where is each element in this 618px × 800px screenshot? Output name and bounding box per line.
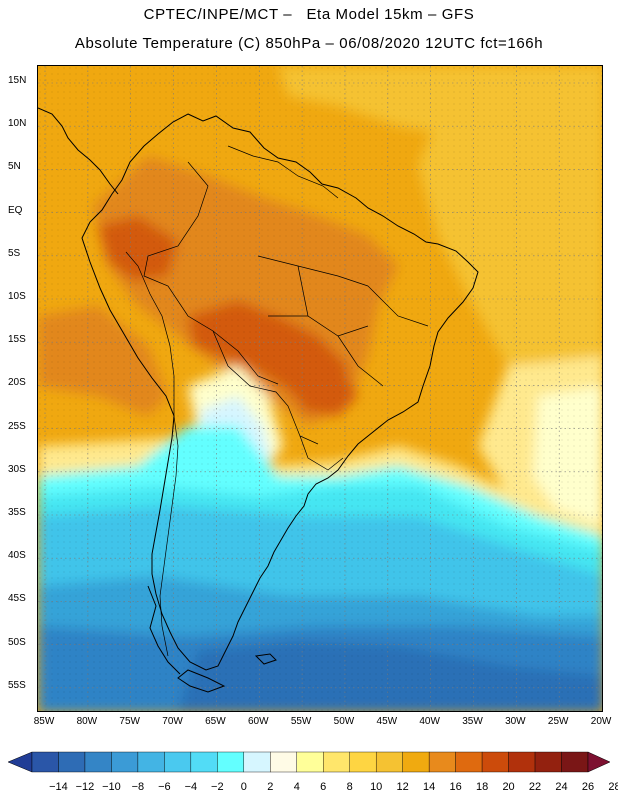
colorbar-label: 12 bbox=[396, 781, 409, 793]
lat-label-5n: 5N bbox=[8, 161, 21, 173]
colorbar-label: 4 bbox=[293, 781, 300, 793]
colorbar-cell bbox=[375, 751, 403, 773]
lat-label-10s: 10S bbox=[8, 291, 26, 302]
lon-label-70w: 70W bbox=[162, 716, 183, 727]
lon-label-40w: 40W bbox=[419, 716, 440, 727]
chart-title-line1: CPTEC/INPE/MCT – Eta Model 15km – GFS bbox=[143, 6, 475, 23]
lat-label-15n: 15N bbox=[8, 75, 27, 86]
border-bolivia-paraguay bbox=[212, 330, 279, 385]
lon-label-35w: 35W bbox=[462, 716, 483, 727]
chart-title-line2: Absolute Temperature (C) 850hPa – 06/08/… bbox=[74, 35, 544, 52]
falkland-islands bbox=[254, 653, 277, 665]
lon-label-55w: 55W bbox=[290, 716, 312, 727]
colorbar-cell bbox=[111, 751, 139, 773]
colorbar-label: −2 bbox=[211, 781, 224, 793]
lat-label-5s: 5S bbox=[8, 247, 21, 259]
lon-label-20w: 20W bbox=[590, 716, 612, 727]
lon-label-30w: 30W bbox=[505, 716, 526, 727]
colorbar-cell bbox=[455, 751, 483, 773]
colorbar-label: 8 bbox=[346, 781, 353, 793]
lat-label-45s: 45S bbox=[8, 593, 26, 605]
colorbar-cell bbox=[164, 751, 192, 773]
colorbar-cell bbox=[323, 751, 350, 773]
colorbar-label: 14 bbox=[423, 781, 436, 793]
border-argentina-chile bbox=[159, 415, 179, 657]
south-america-outline bbox=[81, 113, 479, 671]
border-brazil-north bbox=[227, 145, 339, 199]
colorbar-label: −6 bbox=[158, 781, 171, 793]
colorbar-cell bbox=[84, 751, 112, 773]
border-brazil-west bbox=[143, 161, 319, 445]
coastlines bbox=[38, 107, 479, 693]
colorbar-label: −14 bbox=[49, 781, 68, 793]
lat-label-50s: 50S bbox=[8, 636, 26, 648]
colorbar-cell bbox=[270, 751, 297, 773]
lon-label-65w: 65W bbox=[205, 716, 226, 727]
lon-label-60w: 60W bbox=[247, 716, 269, 727]
lon-label-25w: 25W bbox=[547, 716, 569, 727]
colorbar-cell bbox=[428, 751, 456, 773]
lat-label-55s: 55S bbox=[8, 679, 26, 691]
colorbar-cell bbox=[137, 751, 165, 773]
colorbar-label: 20 bbox=[502, 781, 515, 793]
colorbar-cell bbox=[243, 751, 271, 773]
colorbar-arrow-left bbox=[7, 751, 33, 773]
lat-label-40s: 40S bbox=[8, 550, 26, 562]
colorbar-cell bbox=[561, 751, 589, 773]
map-panel bbox=[37, 65, 603, 712]
colorbar-label: −10 bbox=[102, 781, 121, 793]
colorbar-cell bbox=[296, 751, 324, 773]
colorbar-cell bbox=[402, 751, 430, 773]
country-borders bbox=[125, 145, 429, 657]
colorbar-label: 10 bbox=[370, 781, 383, 793]
lon-label-75w: 75W bbox=[119, 716, 140, 727]
lat-label-20s: 20S bbox=[8, 377, 26, 389]
colorbar-label: 2 bbox=[267, 781, 274, 793]
colorbar-label: −4 bbox=[184, 781, 198, 793]
colorbar-cell bbox=[217, 751, 245, 773]
lat-label-25s: 25S bbox=[8, 420, 26, 432]
colorbar-cell bbox=[508, 751, 536, 773]
tierra-del-fuego bbox=[177, 669, 226, 693]
colorbar-label: 28 bbox=[608, 781, 618, 793]
temperature-map bbox=[38, 66, 602, 711]
lon-label-50w: 50W bbox=[333, 716, 355, 727]
lat-label-eq: EQ bbox=[8, 204, 23, 216]
lat-label-30s: 30S bbox=[8, 463, 26, 475]
lon-label-45w: 45W bbox=[376, 716, 398, 727]
colorbar-cell bbox=[349, 751, 377, 773]
border-andes bbox=[125, 251, 175, 416]
lat-label-35s: 35S bbox=[8, 507, 26, 518]
southern-archipelago bbox=[147, 585, 181, 675]
colorbar-label: 24 bbox=[555, 781, 568, 793]
colorbar-label: 16 bbox=[449, 781, 462, 793]
field-texture bbox=[38, 66, 602, 711]
colorbar-label: −12 bbox=[75, 781, 95, 793]
colorbar-label: 22 bbox=[528, 781, 542, 793]
colorbar-label: 18 bbox=[475, 781, 489, 793]
border-uruguay bbox=[299, 435, 344, 471]
lat-label-10n: 10N bbox=[8, 118, 27, 130]
lon-label-85w: 85W bbox=[33, 716, 55, 727]
colorbar-label: −8 bbox=[131, 781, 145, 793]
colorbar-cell bbox=[31, 751, 59, 773]
colorbar-cell bbox=[534, 751, 562, 773]
colorbar-cell bbox=[58, 751, 86, 773]
colorbar-label: 6 bbox=[320, 781, 327, 793]
brazil-states bbox=[257, 255, 429, 387]
lon-label-80w: 80W bbox=[76, 716, 98, 727]
lat-label-15s: 15S bbox=[8, 334, 26, 346]
colorbar-cell bbox=[190, 751, 218, 773]
colorbar-label: 0 bbox=[240, 781, 247, 793]
colorbar-arrow-right bbox=[587, 751, 611, 773]
color-bar bbox=[7, 751, 611, 773]
colorbar-cell bbox=[481, 751, 509, 773]
central-america-outline bbox=[38, 107, 119, 195]
colorbar-label: 26 bbox=[581, 781, 595, 793]
